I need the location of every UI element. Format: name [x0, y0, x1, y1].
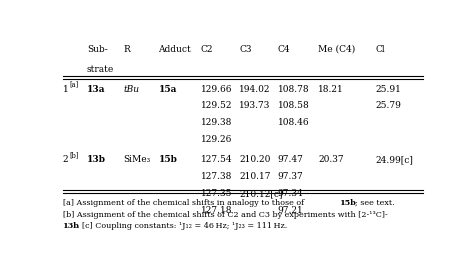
Text: 97.34: 97.34	[278, 189, 303, 198]
Text: 193.73: 193.73	[239, 101, 271, 110]
Text: 129.26: 129.26	[201, 135, 232, 144]
Text: 129.52: 129.52	[201, 101, 232, 110]
Text: [b] Assignment of the chemical shifts of C2 and C3 by experiments with [2-¹³C]-: [b] Assignment of the chemical shifts of…	[63, 211, 388, 219]
Text: 210.20: 210.20	[239, 155, 271, 164]
Text: C3: C3	[239, 45, 252, 54]
Text: 97.21: 97.21	[278, 206, 303, 215]
Text: 13a: 13a	[87, 85, 105, 94]
Text: 18.21: 18.21	[318, 85, 344, 94]
Text: Sub-: Sub-	[87, 45, 108, 54]
Text: [a] Assignment of the chemical shifts in analogy to those of: [a] Assignment of the chemical shifts in…	[63, 199, 307, 207]
Text: 129.38: 129.38	[201, 118, 232, 127]
Text: 210.12[c]: 210.12[c]	[239, 189, 283, 198]
Text: ; see text.: ; see text.	[355, 199, 394, 207]
Text: R: R	[124, 45, 130, 54]
Text: Cl: Cl	[375, 45, 385, 54]
Text: 129.66: 129.66	[201, 85, 232, 94]
Text: 108.78: 108.78	[278, 85, 310, 94]
Text: 15b: 15b	[340, 199, 357, 207]
Text: SiMe₃: SiMe₃	[124, 155, 151, 164]
Text: 97.47: 97.47	[278, 155, 304, 164]
Text: 108.46: 108.46	[278, 118, 310, 127]
Text: 15a: 15a	[158, 85, 177, 94]
Text: 127.38: 127.38	[201, 172, 232, 181]
Text: Me (C4): Me (C4)	[318, 45, 356, 54]
Text: tBu: tBu	[124, 85, 139, 94]
Text: [b]: [b]	[70, 151, 79, 159]
Text: . [c] Coupling constants: ¹J₁₂ = 46 Hz; ¹J₂₃ = 111 Hz.: . [c] Coupling constants: ¹J₁₂ = 46 Hz; …	[77, 222, 287, 230]
Text: 1: 1	[63, 85, 69, 94]
Text: 194.02: 194.02	[239, 85, 271, 94]
Text: 20.37: 20.37	[318, 155, 344, 164]
Text: 13b: 13b	[63, 222, 80, 230]
Text: 97.37: 97.37	[278, 172, 303, 181]
Text: C4: C4	[278, 45, 291, 54]
Text: strate: strate	[87, 65, 114, 74]
Text: 25.91: 25.91	[375, 85, 401, 94]
Text: 108.58: 108.58	[278, 101, 310, 110]
Text: 15b: 15b	[158, 155, 177, 164]
Text: 2: 2	[63, 155, 69, 164]
Text: Adduct: Adduct	[158, 45, 191, 54]
Text: 127.35: 127.35	[201, 189, 232, 198]
Text: 127.18: 127.18	[201, 206, 232, 215]
Text: 127.54: 127.54	[201, 155, 232, 164]
Text: 25.79: 25.79	[375, 101, 401, 110]
Text: 13b: 13b	[87, 155, 106, 164]
Text: 24.99[c]: 24.99[c]	[375, 155, 413, 164]
Text: C2: C2	[201, 45, 213, 54]
Text: 210.17: 210.17	[239, 172, 271, 181]
Text: [a]: [a]	[70, 80, 79, 89]
